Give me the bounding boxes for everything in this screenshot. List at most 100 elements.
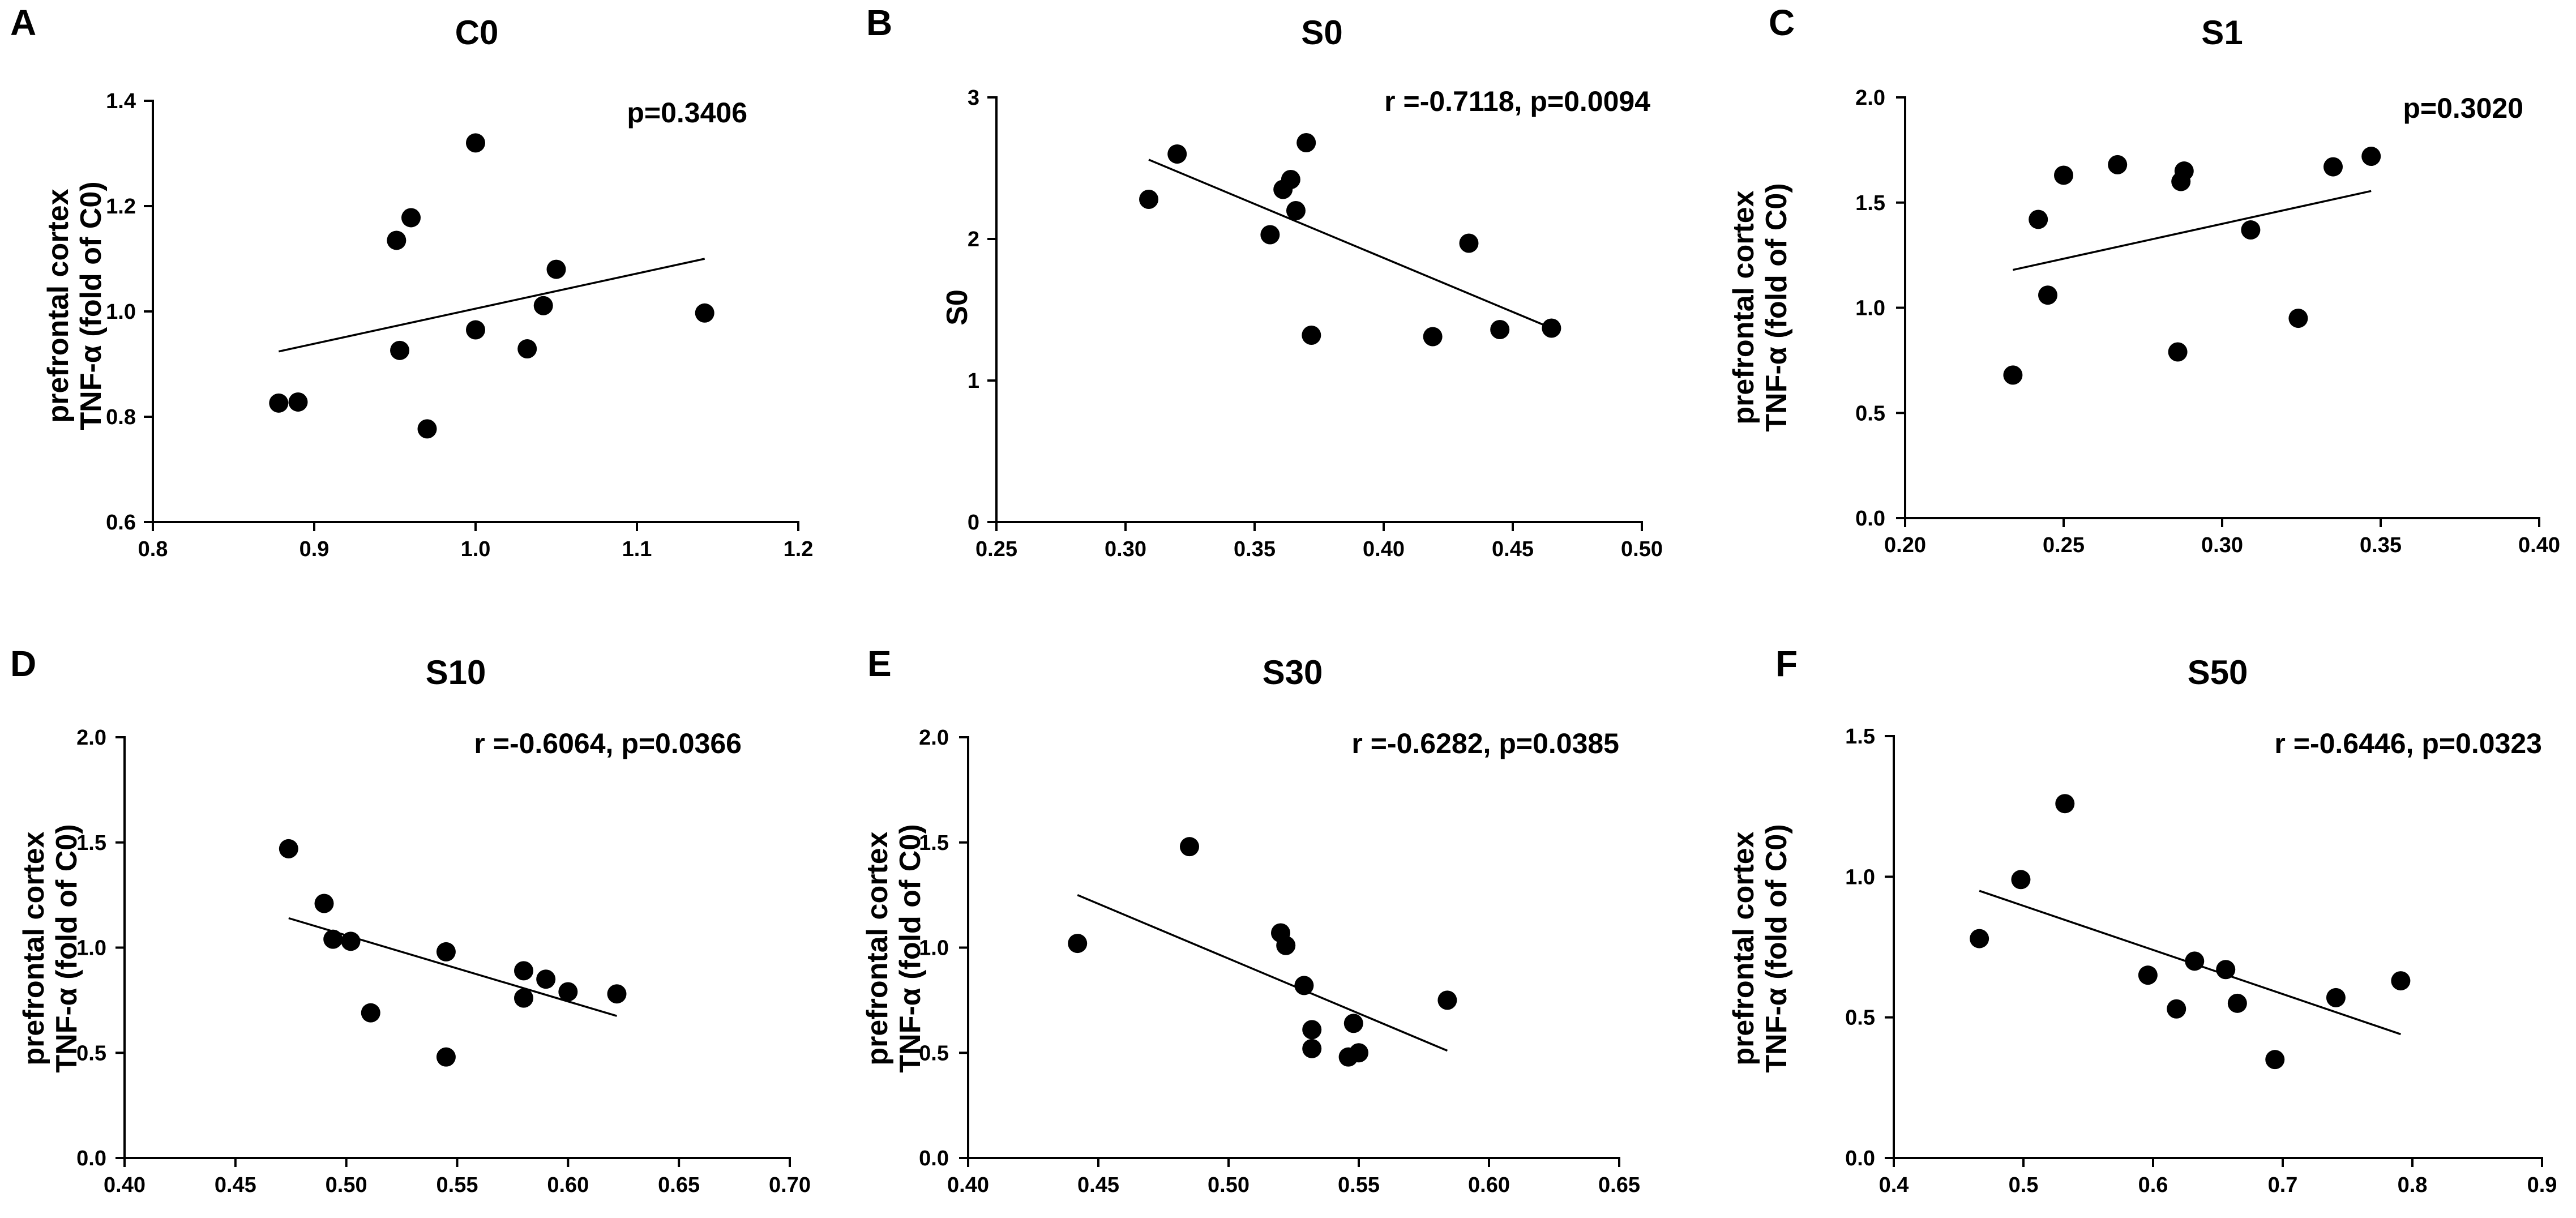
chart-title-a: C0 xyxy=(455,14,499,52)
data-point-b-10 xyxy=(1459,233,1479,253)
chart-panel-c: C S1 p=0.3020 prefrontal cortexTNF-α (fold … xyxy=(1727,2,2560,557)
x-tick-label-e-1: 0.45 xyxy=(1077,1173,1119,1197)
data-point-b-7 xyxy=(1296,133,1316,152)
data-point-d-2 xyxy=(314,894,334,913)
y-tick-label-c-3: 1.5 xyxy=(1855,191,1885,215)
x-tick-label-a-0: 0.8 xyxy=(138,537,168,561)
stat-annotation-e: r =-0.6282, p=0.0385 xyxy=(1351,728,1619,759)
regression-line-e xyxy=(1077,894,1448,1052)
data-point-a-5 xyxy=(401,208,421,228)
x-tick-label-c-3: 0.35 xyxy=(2360,533,2402,557)
y-axis-label-line-a-1: prefrontal cortex xyxy=(42,189,75,422)
chart-title-f: S50 xyxy=(2188,653,2248,691)
data-point-d-5 xyxy=(361,1003,380,1023)
x-tick-label-e-4: 0.60 xyxy=(1468,1173,1510,1197)
y-tick-label-f-3: 1.5 xyxy=(1845,725,1875,749)
data-point-a-12 xyxy=(695,303,714,323)
regression-line-c xyxy=(2013,190,2372,271)
y-axis-label-e: prefrontal cortexTNF-α (fold of C0) xyxy=(861,824,927,1072)
data-point-c-6 xyxy=(2168,342,2188,362)
data-point-a-1 xyxy=(269,393,289,413)
y-axis-label-d: prefrontal cortexTNF-α (fold of C0) xyxy=(18,824,83,1072)
y-axis-label-line-f-2: TNF-α (fold of C0) xyxy=(1760,824,1793,1072)
y-axis-label-line-b-1: S0 xyxy=(941,289,974,326)
data-point-c-8 xyxy=(2174,161,2194,181)
data-point-e-9 xyxy=(1343,1014,1363,1033)
data-point-a-4 xyxy=(390,340,410,360)
data-point-b-11 xyxy=(1490,320,1510,339)
data-point-c-11 xyxy=(2323,157,2343,177)
y-axis-label-f: prefrontal cortexTNF-α (fold of C0) xyxy=(1727,824,1793,1072)
data-point-a-9 xyxy=(517,339,537,359)
y-axis-label-line-f-1: prefrontal cortex xyxy=(1727,831,1760,1065)
y-tick-label-b-1: 1 xyxy=(968,369,979,393)
x-tick-label-b-0: 0.25 xyxy=(975,537,1017,561)
data-point-c-9 xyxy=(2241,220,2261,240)
x-tick-label-f-4: 0.8 xyxy=(2398,1173,2428,1197)
y-tick-label-c-4: 2.0 xyxy=(1855,86,1885,110)
x-tick-label-c-2: 0.30 xyxy=(2201,533,2243,557)
chart-title-e: S30 xyxy=(1263,653,1323,691)
x-tick-label-f-5: 0.9 xyxy=(2527,1173,2557,1197)
data-point-a-11 xyxy=(546,259,566,279)
data-point-e-11 xyxy=(1437,990,1457,1010)
y-tick-label-c-2: 1.0 xyxy=(1855,297,1885,320)
regression-line-b xyxy=(1148,159,1552,330)
data-point-b-1 xyxy=(1139,190,1159,209)
data-point-f-5 xyxy=(2167,999,2186,1019)
x-tick-label-a-4: 1.2 xyxy=(784,537,814,561)
y-tick-label-f-1: 0.5 xyxy=(1845,1006,1875,1030)
stat-annotation-b: r =-0.7118, p=0.0094 xyxy=(1384,86,1650,117)
y-tick-label-e-0: 0.0 xyxy=(919,1147,949,1170)
chart-title-d: S10 xyxy=(426,653,486,691)
data-point-f-1 xyxy=(1970,929,1989,948)
data-point-d-3 xyxy=(323,929,343,949)
data-point-a-7 xyxy=(466,133,485,153)
panel-letter-b: B xyxy=(866,2,892,43)
y-tick-label-d-2: 1.0 xyxy=(76,937,106,960)
data-point-e-4 xyxy=(1276,935,1296,955)
data-point-c-5 xyxy=(2108,155,2128,174)
stat-annotation-a: p=0.3406 xyxy=(627,97,747,129)
data-point-f-10 xyxy=(2326,988,2346,1007)
data-point-a-6 xyxy=(417,419,437,439)
x-tick-label-d-4: 0.60 xyxy=(547,1173,589,1197)
x-tick-label-f-0: 0.4 xyxy=(1879,1173,1909,1197)
y-tick-label-c-0: 0.0 xyxy=(1855,507,1885,531)
chart-title-c: S1 xyxy=(2201,14,2243,52)
x-tick-label-c-1: 0.25 xyxy=(2043,533,2085,557)
regression-line-d xyxy=(288,917,617,1017)
x-tick-label-a-2: 1.0 xyxy=(461,537,491,561)
x-tick-label-d-3: 0.55 xyxy=(437,1173,478,1197)
y-tick-label-e-3: 1.5 xyxy=(919,831,949,855)
x-tick-label-f-3: 0.7 xyxy=(2268,1173,2298,1197)
data-point-f-2 xyxy=(2011,870,2031,890)
data-point-c-4 xyxy=(2054,165,2073,185)
y-axis-label-line-d-2: TNF-α (fold of C0) xyxy=(50,824,83,1072)
data-point-b-3 xyxy=(1260,225,1280,245)
data-point-a-8 xyxy=(466,320,485,340)
data-point-e-5 xyxy=(1294,976,1314,995)
data-point-f-3 xyxy=(2055,794,2075,814)
x-tick-label-e-5: 0.65 xyxy=(1598,1173,1640,1197)
x-tick-label-b-2: 0.35 xyxy=(1234,537,1276,561)
x-tick-label-a-1: 0.9 xyxy=(299,537,330,561)
y-tick-label-b-2: 2 xyxy=(968,228,979,251)
data-point-c-2 xyxy=(2029,210,2048,229)
y-tick-label-a-3: 1.2 xyxy=(106,195,136,219)
y-tick-label-a-4: 1.4 xyxy=(106,89,136,113)
x-tick-label-c-0: 0.20 xyxy=(1884,533,1926,557)
data-point-a-2 xyxy=(288,392,308,412)
data-point-d-7 xyxy=(436,1047,456,1067)
panel-letter-a: A xyxy=(10,2,36,43)
y-tick-label-d-1: 0.5 xyxy=(76,1041,106,1065)
data-point-b-9 xyxy=(1423,327,1443,347)
stat-annotation-c: p=0.3020 xyxy=(2403,92,2523,124)
y-axis-label-b: S0 xyxy=(941,289,974,326)
data-point-c-3 xyxy=(2038,285,2057,305)
y-axis-label-c: prefrontal cortexTNF-α (fold of C0) xyxy=(1727,183,1793,431)
data-point-d-6 xyxy=(436,942,456,961)
x-tick-label-d-2: 0.50 xyxy=(326,1173,367,1197)
regression-line-a xyxy=(278,258,705,353)
